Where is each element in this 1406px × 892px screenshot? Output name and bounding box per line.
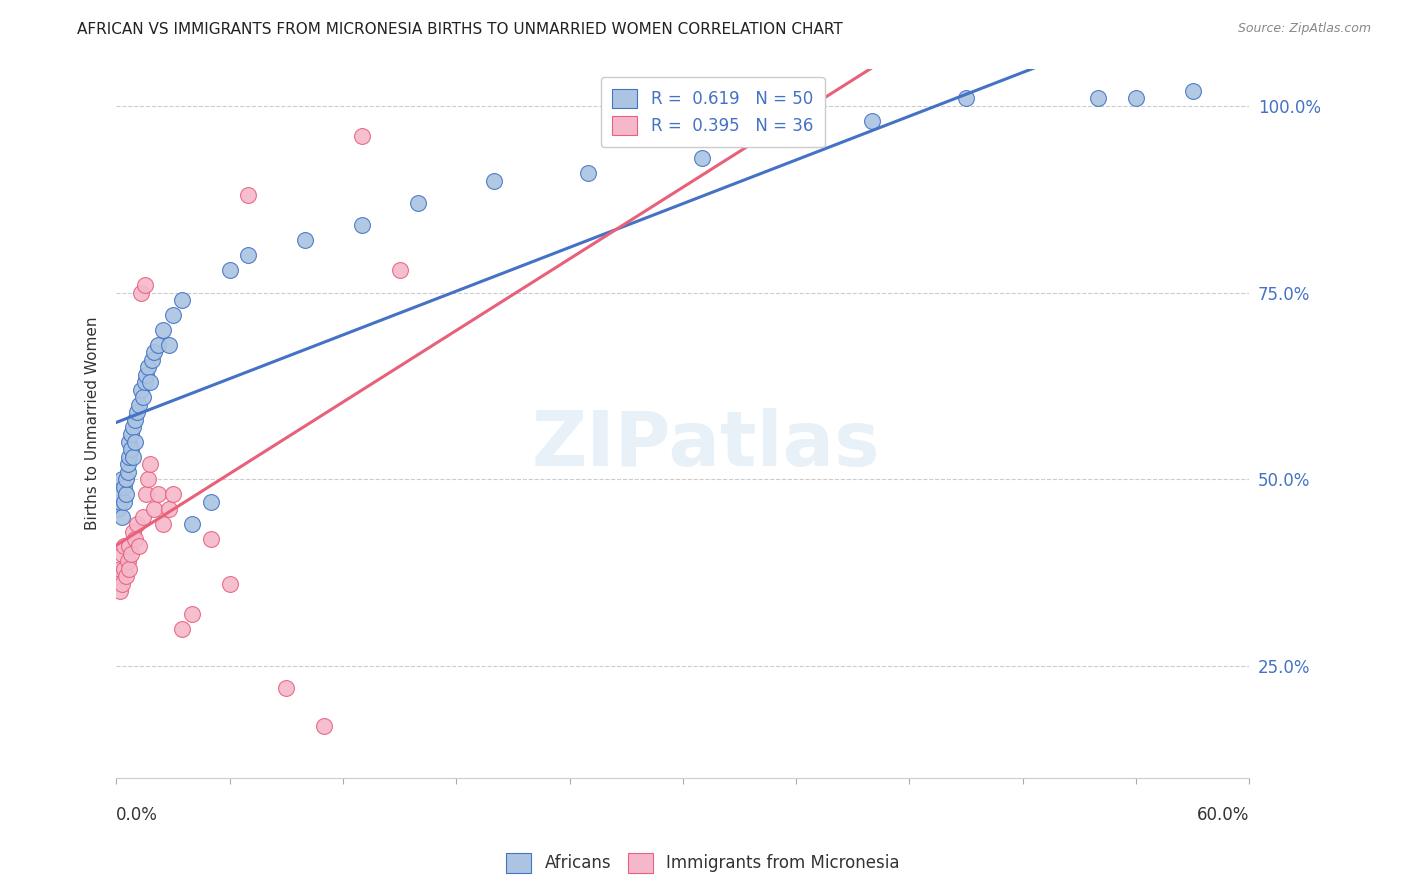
Point — [162, 308, 184, 322]
Legend: Africans, Immigrants from Micronesia: Africans, Immigrants from Micronesia — [499, 847, 907, 880]
Point — [114, 569, 136, 583]
Point — [122, 524, 145, 539]
Point — [138, 472, 160, 486]
Point — [135, 368, 157, 382]
Point — [111, 472, 134, 486]
Point — [112, 494, 135, 508]
Point — [129, 383, 152, 397]
Point — [276, 681, 298, 696]
Y-axis label: Births to Unmarried Women: Births to Unmarried Women — [86, 317, 100, 530]
Point — [139, 375, 162, 389]
Point — [218, 577, 240, 591]
Text: 0.0%: 0.0% — [117, 806, 157, 824]
Point — [1125, 91, 1147, 105]
Point — [218, 263, 240, 277]
Point — [118, 562, 141, 576]
Point — [107, 569, 129, 583]
Point — [134, 375, 156, 389]
Point — [117, 465, 139, 479]
Point — [124, 532, 146, 546]
Point — [129, 285, 152, 300]
Point — [124, 412, 146, 426]
Point — [172, 293, 194, 307]
Point — [146, 487, 169, 501]
Point — [118, 450, 141, 464]
Legend: R =  0.619   N = 50, R =  0.395   N = 36: R = 0.619 N = 50, R = 0.395 N = 36 — [600, 77, 824, 147]
Point — [860, 113, 883, 128]
Text: Source: ZipAtlas.com: Source: ZipAtlas.com — [1237, 22, 1371, 36]
Point — [120, 547, 142, 561]
Point — [157, 338, 180, 352]
Text: 60.0%: 60.0% — [1197, 806, 1250, 824]
Point — [125, 405, 148, 419]
Point — [482, 173, 505, 187]
Point — [111, 547, 134, 561]
Point — [107, 502, 129, 516]
Point — [1181, 84, 1204, 98]
Point — [200, 532, 222, 546]
Text: AFRICAN VS IMMIGRANTS FROM MICRONESIA BIRTHS TO UNMARRIED WOMEN CORRELATION CHAR: AFRICAN VS IMMIGRANTS FROM MICRONESIA BI… — [77, 22, 844, 37]
Point — [955, 91, 977, 105]
Point — [111, 509, 134, 524]
Point — [118, 540, 141, 554]
Point — [138, 360, 160, 375]
Point — [128, 540, 150, 554]
Point — [388, 263, 411, 277]
Point — [157, 502, 180, 516]
Point — [152, 517, 174, 532]
Point — [200, 494, 222, 508]
Point — [111, 577, 134, 591]
Point — [122, 450, 145, 464]
Point — [125, 517, 148, 532]
Point — [350, 128, 373, 143]
Point — [162, 487, 184, 501]
Point — [108, 584, 131, 599]
Point — [172, 622, 194, 636]
Point — [117, 554, 139, 568]
Point — [122, 420, 145, 434]
Point — [120, 442, 142, 457]
Point — [576, 166, 599, 180]
Point — [114, 472, 136, 486]
Point — [180, 607, 202, 621]
Point — [238, 248, 260, 262]
Point — [108, 487, 131, 501]
Point — [134, 278, 156, 293]
Point — [1087, 91, 1109, 105]
Point — [108, 562, 131, 576]
Point — [690, 151, 713, 165]
Point — [139, 458, 162, 472]
Point — [350, 219, 373, 233]
Point — [124, 434, 146, 449]
Point — [146, 338, 169, 352]
Point — [120, 427, 142, 442]
Point — [117, 458, 139, 472]
Point — [128, 398, 150, 412]
Point — [152, 323, 174, 337]
Point — [294, 233, 316, 247]
Point — [135, 487, 157, 501]
Point — [180, 517, 202, 532]
Point — [132, 509, 155, 524]
Point — [143, 345, 166, 359]
Point — [112, 562, 135, 576]
Point — [312, 719, 335, 733]
Point — [238, 188, 260, 202]
Point — [132, 390, 155, 404]
Point — [118, 434, 141, 449]
Point — [112, 480, 135, 494]
Point — [141, 352, 163, 367]
Point — [114, 487, 136, 501]
Point — [112, 540, 135, 554]
Point — [408, 196, 430, 211]
Text: ZIPatlas: ZIPatlas — [531, 408, 880, 482]
Point — [785, 128, 807, 143]
Point — [108, 494, 131, 508]
Point — [143, 502, 166, 516]
